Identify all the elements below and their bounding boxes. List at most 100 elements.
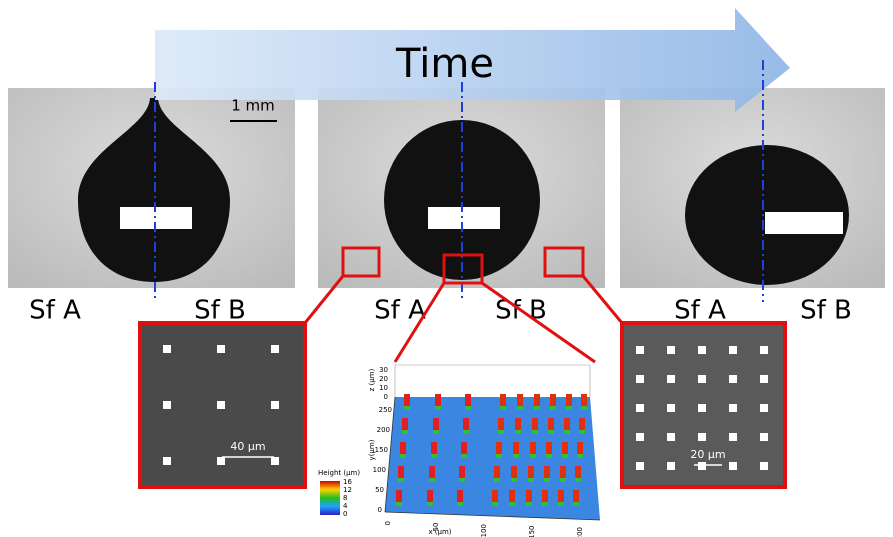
pillar: [760, 404, 768, 412]
pillar: [429, 466, 435, 480]
z-tick-label: 10: [379, 384, 388, 392]
pillar: [271, 401, 279, 409]
pillar: [729, 404, 737, 412]
pillar-base: [528, 478, 534, 482]
pillar-base: [492, 502, 498, 506]
pillar: [667, 433, 675, 441]
pillar: [511, 466, 517, 480]
pillar: [548, 418, 554, 432]
y-tick-label: 100: [373, 466, 386, 474]
pillar-base: [513, 454, 519, 458]
pillar: [163, 401, 171, 409]
y-tick-label: 250: [379, 406, 392, 414]
pillar: [667, 375, 675, 383]
x-tick-label: 150: [528, 526, 536, 537]
pillar: [530, 442, 536, 456]
pillar: [492, 490, 498, 504]
pillar: [217, 457, 225, 465]
pillar: [459, 466, 465, 480]
pillar: [760, 346, 768, 354]
surface-label: Sf B: [800, 296, 852, 326]
colorbar-title: Height (µm): [318, 469, 360, 477]
colorbar-tick-label: 0: [343, 510, 347, 518]
pillar: [431, 442, 437, 456]
y-tick-label: 200: [377, 426, 390, 434]
pillar: [457, 490, 463, 504]
pillar-base: [396, 502, 402, 506]
x-tick-label: 100: [480, 524, 488, 537]
pillar: [698, 462, 706, 470]
figure: Time 1 mm Sf A Sf B Sf A Sf B Sf A Sf B …: [0, 0, 893, 537]
pillar-base: [562, 454, 568, 458]
pillar-base: [560, 478, 566, 482]
pillar: [550, 394, 556, 408]
pillar: [698, 375, 706, 383]
pillar: [463, 418, 469, 432]
profile-plot: Height (µm) z (µm) y(µm) x (µm): [318, 365, 600, 536]
pillar: [400, 442, 406, 456]
pillar: [435, 394, 441, 408]
pillar: [729, 375, 737, 383]
arrow-label: Time: [395, 41, 494, 87]
reflection: [428, 207, 500, 229]
pillar: [532, 418, 538, 432]
pillar-base: [579, 430, 585, 434]
pillar-base: [457, 502, 463, 506]
pillar: [760, 433, 768, 441]
pillar: [217, 401, 225, 409]
pillar: [636, 462, 644, 470]
pillar: [534, 394, 540, 408]
pillar-base: [459, 478, 465, 482]
pillar-base: [500, 406, 506, 410]
pillar-base: [463, 430, 469, 434]
pillar: [496, 442, 502, 456]
pillar: [573, 490, 579, 504]
pillar-base: [435, 406, 441, 410]
pillar: [636, 375, 644, 383]
pillar: [500, 394, 506, 408]
pillar: [544, 466, 550, 480]
x-tick-label: 200: [576, 527, 584, 537]
y-tick-label: 50: [375, 486, 384, 494]
pillar: [271, 345, 279, 353]
pillar-base: [498, 430, 504, 434]
pillar: [542, 490, 548, 504]
pillar: [667, 346, 675, 354]
pillar: [636, 346, 644, 354]
pillar-base: [544, 478, 550, 482]
pillar-base: [433, 430, 439, 434]
colorbar-tick-label: 8: [343, 494, 347, 502]
pillar: [698, 346, 706, 354]
pillar: [404, 394, 410, 408]
pillar: [566, 394, 572, 408]
pillar: [515, 418, 521, 432]
pillar-base: [511, 478, 517, 482]
pillar: [577, 442, 583, 456]
pillar-base: [550, 406, 556, 410]
pillar-base: [581, 406, 587, 410]
pillar-base: [530, 454, 536, 458]
pillar-base: [465, 406, 471, 410]
pillar: [498, 418, 504, 432]
z-tick-label: 20: [379, 375, 388, 383]
pillar: [494, 466, 500, 480]
colorbar-tick-label: 12: [343, 486, 352, 494]
colorbar-tick-label: 4: [343, 502, 348, 510]
pillar-base: [532, 430, 538, 434]
pillar-base: [461, 454, 467, 458]
surface-label: Sf A: [374, 296, 426, 326]
pillar-base: [546, 454, 552, 458]
pillar: [558, 490, 564, 504]
pillar: [163, 457, 171, 465]
pillar: [513, 442, 519, 456]
z-label: z (µm): [368, 368, 376, 391]
pillar-base: [542, 502, 548, 506]
pillar-base: [429, 478, 435, 482]
inset-scale-label: 20 µm: [690, 448, 725, 461]
pillar: [398, 466, 404, 480]
pillar: [271, 457, 279, 465]
pillar: [564, 418, 570, 432]
pillar: [562, 442, 568, 456]
plot-box: [395, 365, 590, 397]
pillar: [636, 433, 644, 441]
